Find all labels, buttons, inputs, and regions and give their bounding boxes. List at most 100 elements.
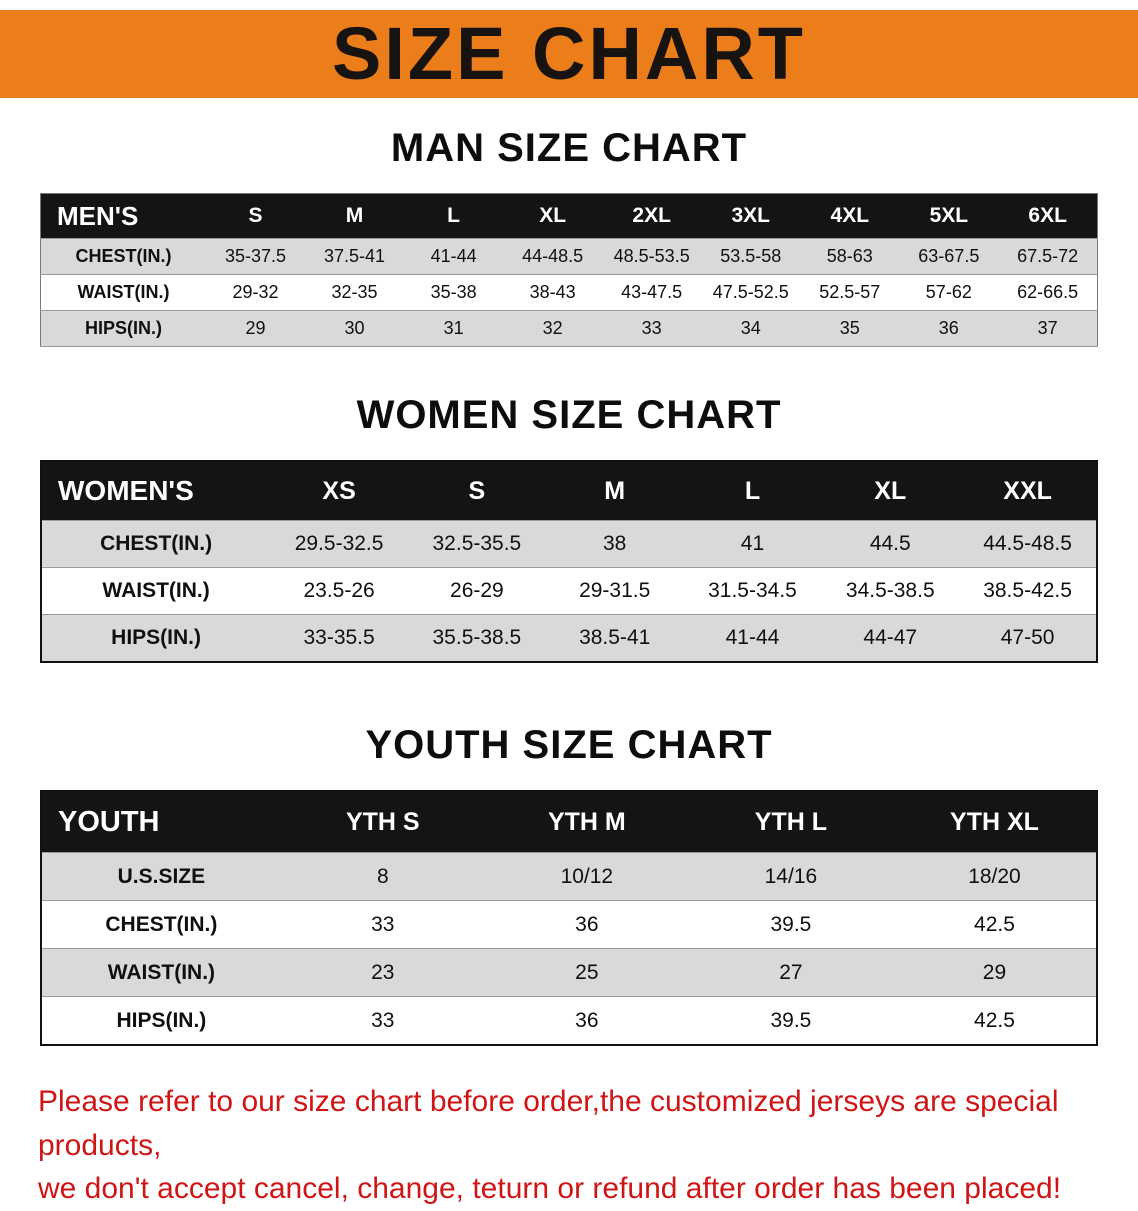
size-value: 30 <box>344 318 365 338</box>
row-label: WAIST(IN.) <box>107 960 216 984</box>
row-label: WAIST(IN.) <box>77 282 170 302</box>
table-row: CHEST(IN.) 35-37.5 37.5-41 41-44 44-48.5 48.5… <box>40 238 1098 275</box>
table-corner-label: YOUTH <box>41 791 281 853</box>
size-column-header: L <box>404 193 504 239</box>
size-value: 33-35.5 <box>303 626 375 649</box>
size-column-header: XL <box>821 461 960 521</box>
size-column-header: S <box>407 461 546 521</box>
disclaimer-text: Please refer to our size chart before or… <box>38 1080 1100 1211</box>
size-value: 38 <box>603 532 627 555</box>
size-value: 23 <box>371 960 395 984</box>
size-value: 31.5-34.5 <box>708 579 797 602</box>
size-column-header: M <box>305 193 405 239</box>
size-value: 44.5-48.5 <box>983 532 1072 555</box>
size-value: 38.5-42.5 <box>983 579 1072 602</box>
row-label: CHEST(IN.) <box>100 532 213 555</box>
banner: SIZE CHART <box>0 10 1138 98</box>
size-value: 18/20 <box>968 864 1021 888</box>
disclaimer-line-1: Please refer to our size chart before or… <box>38 1085 1059 1162</box>
size-value: 38-43 <box>529 282 576 302</box>
size-column-header: 4XL <box>800 193 900 239</box>
mens-table-wrap: MEN'S S M L XL 2XL 3XL 4XL 5XL 6XL CHEST(IN.) 35-37… <box>40 193 1098 347</box>
size-value: 39.5 <box>770 912 812 936</box>
size-value: 8 <box>376 864 389 888</box>
size-value: 29-32 <box>232 282 279 302</box>
size-value: 53.5-58 <box>720 246 782 266</box>
size-value: 29 <box>245 318 266 338</box>
mens-size-table: MEN'S S M L XL 2XL 3XL 4XL 5XL 6XL CHEST(IN.) 35-37… <box>40 193 1098 347</box>
size-column-header: YTH M <box>484 791 689 853</box>
page-title: SIZE CHART <box>332 12 806 95</box>
size-column-header: XXL <box>959 461 1097 521</box>
size-column-header: YTH L <box>688 791 893 853</box>
size-value: 34.5-38.5 <box>845 579 935 602</box>
size-value: 35 <box>839 318 860 338</box>
row-label: U.S.SIZE <box>117 864 206 888</box>
size-value: 62-66.5 <box>1017 282 1079 302</box>
size-column-header: YTH XL <box>892 791 1097 853</box>
size-value: 42.5 <box>974 1008 1015 1032</box>
table-row: CHEST(IN.) 33 36 39.5 42.5 <box>41 900 1097 949</box>
size-column-header: 6XL <box>998 193 1098 239</box>
table-row: U.S.SIZE 8 10/12 14/16 18/20 <box>41 852 1097 901</box>
mens-section-heading: MAN SIZE CHART <box>390 126 748 170</box>
womens-size-table: WOMEN'S XS S M L XL XXL CHEST(IN.) 29.5-32.5 32.5… <box>40 460 1098 663</box>
size-value: 37.5-41 <box>324 246 386 266</box>
youth-table-wrap: YOUTH YTH S YTH M YTH L YTH XL U.S.SIZE 8 10/12… <box>40 790 1098 1046</box>
size-value: 44-48.5 <box>522 246 584 266</box>
size-value: 41-44 <box>725 626 780 649</box>
size-value: 33 <box>371 912 395 936</box>
size-value: 44.5 <box>869 532 911 555</box>
size-value: 41 <box>740 532 765 555</box>
size-value: 44-47 <box>863 626 918 649</box>
size-value: 29-31.5 <box>579 579 651 602</box>
row-label: HIPS(IN.) <box>111 626 202 649</box>
size-value: 36 <box>575 1008 599 1032</box>
youth-section-heading: YOUTH SIZE CHART <box>365 723 773 767</box>
table-corner-label: WOMEN'S <box>41 461 271 521</box>
size-value: 47-50 <box>1000 626 1055 649</box>
size-value: 10/12 <box>560 864 614 888</box>
size-value: 27 <box>779 960 803 984</box>
size-column-header: L <box>683 461 822 521</box>
size-column-header: M <box>545 461 684 521</box>
size-value: 32 <box>542 318 563 338</box>
size-value: 35.5-38.5 <box>432 626 522 649</box>
row-label: HIPS(IN.) <box>84 318 162 338</box>
size-value: 58-63 <box>826 246 873 266</box>
table-row: WAIST(IN.) 23 25 27 29 <box>41 948 1097 997</box>
size-value: 47.5-52.5 <box>712 282 789 302</box>
size-column-header: XL <box>503 193 603 239</box>
size-chart-page: SIZE CHART MAN SIZE CHART MEN'S S M L XL 2XL 3… <box>0 10 1138 1211</box>
size-value: 67.5-72 <box>1017 246 1079 266</box>
table-row: CHEST(IN.) 29.5-32.5 32.5-35.5 38 41 44.5 44.5… <box>41 520 1097 568</box>
size-column-header: S <box>205 193 306 239</box>
size-value: 35-38 <box>430 282 477 302</box>
table-header-row: WOMEN'S XS S M L XL XXL <box>41 461 1097 521</box>
size-value: 32.5-35.5 <box>432 532 522 555</box>
size-column-header: 2XL <box>602 193 702 239</box>
size-value: 57-62 <box>925 282 972 302</box>
size-value: 38.5-41 <box>579 626 651 649</box>
size-value: 37 <box>1037 318 1058 338</box>
row-label: HIPS(IN.) <box>116 1008 207 1032</box>
size-column-header: XS <box>270 461 408 521</box>
size-value: 48.5-53.5 <box>613 246 690 266</box>
size-value: 39.5 <box>770 1008 812 1032</box>
table-row: WAIST(IN.) 23.5-26 26-29 29-31.5 31.5-34.5 34… <box>41 567 1097 615</box>
disclaimer-line-2: we don't accept cancel, change, teturn o… <box>38 1172 1062 1205</box>
table-header-row: MEN'S S M L XL 2XL 3XL 4XL 5XL 6XL <box>40 193 1098 239</box>
size-value: 43-47.5 <box>621 282 683 302</box>
size-value: 26-29 <box>450 579 504 602</box>
size-value: 34 <box>740 318 761 338</box>
size-value: 33 <box>371 1008 395 1032</box>
size-value: 32-35 <box>331 282 378 302</box>
size-value: 41-44 <box>430 246 477 266</box>
size-column-header: YTH S <box>280 791 485 853</box>
size-column-header: 5XL <box>899 193 999 239</box>
size-value: 42.5 <box>974 912 1015 936</box>
size-value: 52.5-57 <box>819 282 881 302</box>
size-value: 29 <box>982 960 1007 984</box>
size-value: 25 <box>575 960 599 984</box>
table-row: HIPS(IN.) 33 36 39.5 42.5 <box>41 996 1097 1045</box>
